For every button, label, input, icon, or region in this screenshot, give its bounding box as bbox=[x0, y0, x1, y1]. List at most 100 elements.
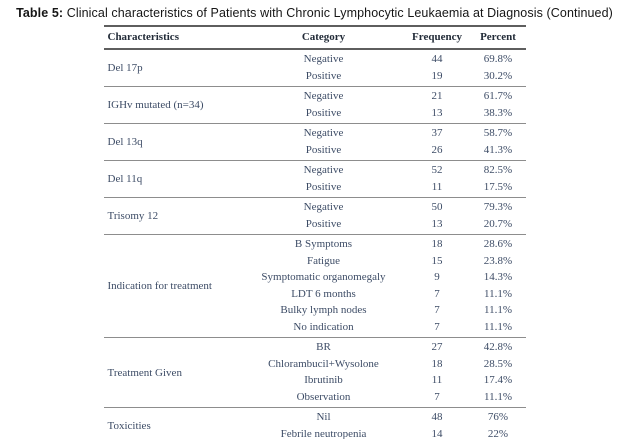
category-cell: Fatigue bbox=[307, 254, 340, 267]
characteristic-cell: IGHv mutated (n=34) bbox=[103, 86, 244, 124]
table-row: Ibrutinib 11 17.4% bbox=[104, 373, 526, 390]
table-caption: Table 5: Clinical characteristics of Pat… bbox=[0, 0, 629, 20]
percent-cell: 11.1% bbox=[483, 390, 512, 403]
category-cell: No indication bbox=[293, 320, 354, 333]
percent-cell: 17.5% bbox=[483, 180, 513, 193]
category-cell: Negative bbox=[243, 86, 404, 105]
table-row: LDT 6 months 7 11.1% bbox=[104, 286, 526, 303]
frequency-cell: 19 bbox=[431, 69, 443, 82]
table-row: Del 17p Negative 44 69.8% bbox=[104, 49, 526, 74]
frequency-cell: 26 bbox=[431, 143, 443, 156]
clinical-characteristics-table: Characteristics Category Frequency Perce… bbox=[103, 25, 526, 439]
category-cell: BR bbox=[243, 337, 404, 356]
table-row: Del 11q Negative 52 82.5% bbox=[103, 160, 526, 198]
percent-cell: 41.3% bbox=[483, 143, 513, 156]
characteristic-cell: Toxicities bbox=[103, 407, 244, 439]
category-cell: B Symptoms bbox=[243, 234, 404, 253]
percent-cell: 11.1% bbox=[483, 320, 512, 333]
frequency-cell: 18 bbox=[431, 357, 443, 370]
category-cell: Symptomatic organomegaly bbox=[261, 271, 386, 283]
frequency-cell: 7 bbox=[434, 320, 440, 333]
characteristic-cell: Del 17p bbox=[107, 62, 143, 74]
table-row: Trisomy 12 Negative 50 79.3% bbox=[103, 197, 526, 235]
table-row: Positive 13 20.7% bbox=[104, 216, 526, 235]
frequency-cell: 14 bbox=[431, 427, 443, 439]
percent-cell: 22% bbox=[487, 427, 509, 439]
table-row: Positive 13 38.3% bbox=[104, 105, 526, 124]
category-cell: Febrile neutropenia bbox=[280, 427, 367, 439]
percent-cell: 82.5% bbox=[470, 160, 526, 179]
table-header-row: Characteristics Category Frequency Perce… bbox=[103, 25, 526, 50]
table-body: Del 17p Negative 44 69.8% Positive 19 30.2% IGH… bbox=[103, 49, 526, 439]
table-row: Indication for treatment B Symptoms 18 28.6… bbox=[103, 234, 526, 338]
percent-cell: 11.1% bbox=[483, 304, 512, 316]
characteristic-cell: Trisomy 12 bbox=[103, 197, 244, 235]
percent-cell: 38.3% bbox=[483, 106, 513, 119]
category-cell: Positive bbox=[305, 69, 342, 82]
frequency-cell: 37 bbox=[403, 123, 471, 142]
percent-cell: 42.8% bbox=[470, 337, 526, 356]
frequency-cell: 18 bbox=[403, 234, 471, 253]
frequency-cell: 48 bbox=[403, 407, 471, 426]
table-row: IGHv mutated (n=34) Negative 21 61.7% bbox=[103, 86, 526, 124]
frequency-cell: 7 bbox=[434, 287, 440, 300]
frequency-cell: 44 bbox=[431, 53, 443, 65]
frequency-cell: 7 bbox=[434, 304, 440, 316]
table-row: Fatigue 15 23.8% bbox=[104, 253, 526, 270]
table-row: Symptomatic organomegaly 9 14.3% bbox=[104, 270, 526, 287]
category-cell: Positive bbox=[305, 217, 342, 230]
frequency-cell: 13 bbox=[431, 106, 443, 119]
table-caption-text: Clinical characteristics of Patients wit… bbox=[63, 6, 613, 20]
category-cell: Chlorambucil+Wysolone bbox=[268, 357, 379, 370]
percent-cell: 17.4% bbox=[483, 374, 513, 386]
characteristic-cell: Indication for treatment bbox=[103, 234, 244, 338]
table-row: Positive 11 17.5% bbox=[104, 179, 526, 198]
category-cell: Observation bbox=[296, 390, 351, 403]
percent-cell: 79.3% bbox=[470, 197, 526, 216]
percent-cell: 23.8% bbox=[483, 254, 513, 267]
percent-cell: 20.7% bbox=[483, 217, 513, 230]
percent-cell: 30.2% bbox=[483, 69, 513, 82]
category-cell: Bulky lymph nodes bbox=[280, 304, 367, 316]
category-cell: Negative bbox=[243, 160, 404, 179]
percent-cell: 28.5% bbox=[483, 357, 513, 370]
header-percent: Percent bbox=[470, 25, 526, 50]
percent-cell: 14.3% bbox=[483, 271, 513, 283]
frequency-cell: 7 bbox=[434, 390, 440, 403]
frequency-cell: 50 bbox=[403, 197, 471, 216]
table-row: Del 13q Negative 37 58.7% bbox=[103, 123, 526, 161]
category-cell: Ibrutinib bbox=[304, 374, 343, 386]
characteristic-cell: Del 13q bbox=[103, 123, 244, 161]
frequency-cell: 15 bbox=[431, 254, 443, 267]
category-cell: Negative bbox=[243, 197, 404, 216]
header-frequency: Frequency bbox=[403, 25, 471, 50]
percent-cell: 76% bbox=[470, 407, 526, 426]
percent-cell: 28.6% bbox=[470, 234, 526, 253]
characteristic-cell: Treatment Given bbox=[103, 337, 244, 408]
table-row: Toxicities Nil 48 76% bbox=[103, 407, 526, 439]
category-cell: Nil bbox=[243, 407, 404, 426]
characteristic-cell: Del 11q bbox=[103, 160, 244, 198]
percent-cell: 11.1% bbox=[483, 287, 512, 300]
table-row: Bulky lymph nodes 7 11.1% bbox=[104, 303, 526, 320]
percent-cell: 61.7% bbox=[470, 86, 526, 105]
category-cell: Positive bbox=[305, 143, 342, 156]
table-row: Febrile neutropenia 14 22% bbox=[104, 426, 526, 439]
table-row: No indication 7 11.1% bbox=[104, 319, 526, 338]
frequency-cell: 27 bbox=[403, 337, 471, 356]
category-cell: Negative bbox=[303, 53, 344, 65]
table-row: Positive 19 30.2% bbox=[104, 68, 526, 87]
percent-cell: 58.7% bbox=[470, 123, 526, 142]
table-row: Chlorambucil+Wysolone 18 28.5% bbox=[104, 356, 526, 373]
frequency-cell: 52 bbox=[403, 160, 471, 179]
category-cell: LDT 6 months bbox=[291, 287, 356, 300]
header-category: Category bbox=[243, 25, 404, 50]
percent-cell: 69.8% bbox=[483, 53, 513, 65]
category-cell: Positive bbox=[305, 180, 342, 193]
frequency-cell: 9 bbox=[434, 271, 440, 283]
frequency-cell: 11 bbox=[431, 374, 443, 386]
frequency-cell: 13 bbox=[431, 217, 443, 230]
table-row: Treatment Given BR 27 42.8% bbox=[103, 337, 526, 408]
table-row: Positive 26 41.3% bbox=[104, 142, 526, 161]
